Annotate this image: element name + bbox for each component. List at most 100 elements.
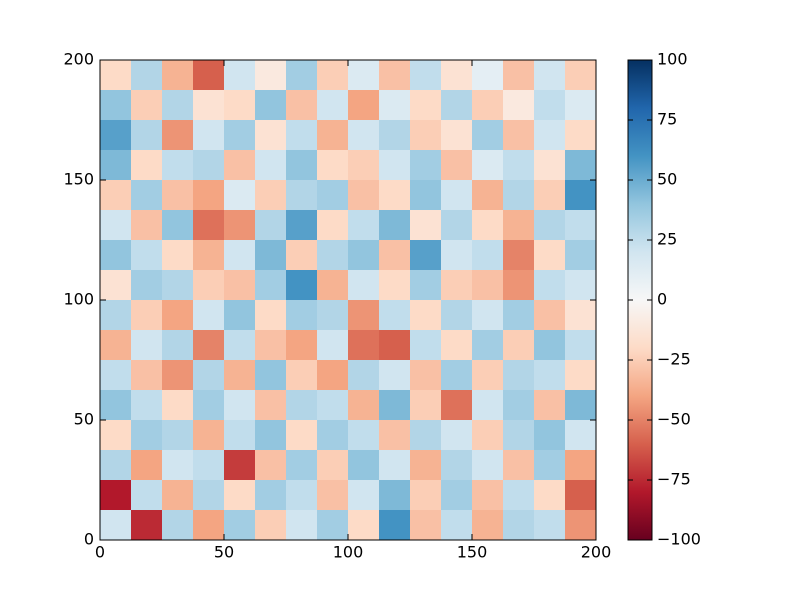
- heatmap-cell: [286, 300, 318, 331]
- heatmap-cell: [162, 450, 194, 481]
- heatmap-cell: [410, 480, 442, 511]
- heatmap-cell: [472, 270, 504, 301]
- heatmap-cell: [503, 330, 535, 361]
- heatmap-cell: [472, 450, 504, 481]
- heatmap-cell: [193, 150, 225, 181]
- heatmap-cell: [565, 510, 597, 541]
- heatmap-cell: [193, 60, 225, 91]
- heatmap-cell: [472, 60, 504, 91]
- heatmap-cell: [348, 240, 380, 271]
- heatmap-cell: [224, 510, 256, 541]
- colorbar-tick-label: 0: [657, 290, 667, 309]
- heatmap-cell: [162, 60, 194, 91]
- heatmap-cell: [255, 180, 287, 211]
- heatmap-cell: [379, 450, 411, 481]
- heatmap-cell: [193, 300, 225, 331]
- heatmap-cell: [379, 90, 411, 121]
- heatmap-cell: [317, 300, 349, 331]
- heatmap-cell: [286, 360, 318, 391]
- heatmap-cell: [131, 390, 163, 421]
- heatmap-cell: [131, 420, 163, 451]
- heatmap-cell: [441, 420, 473, 451]
- heatmap-cell: [503, 180, 535, 211]
- colorbar-tick-label: −25: [657, 350, 691, 369]
- heatmap-cell: [286, 90, 318, 121]
- heatmap-cell: [379, 180, 411, 211]
- heatmap-cell: [565, 420, 597, 451]
- heatmap-cell: [472, 510, 504, 541]
- heatmap-cell: [379, 330, 411, 361]
- heatmap-cell: [131, 300, 163, 331]
- y-tick-label: 100: [63, 290, 94, 309]
- heatmap-cell: [255, 240, 287, 271]
- heatmap-cell: [224, 240, 256, 271]
- x-tick-label: 100: [333, 543, 364, 562]
- heatmap-cell: [534, 60, 566, 91]
- heatmap-cell: [100, 390, 132, 421]
- heatmap-cell: [534, 390, 566, 421]
- heatmap-cell: [286, 330, 318, 361]
- heatmap-cell: [503, 480, 535, 511]
- heatmap-cell: [131, 90, 163, 121]
- heatmap-cell: [410, 240, 442, 271]
- heatmap-cell: [534, 420, 566, 451]
- heatmap-cell: [100, 510, 132, 541]
- heatmap-cell: [162, 210, 194, 241]
- heatmap-cell: [317, 240, 349, 271]
- heatmap-cell: [317, 180, 349, 211]
- heatmap-cell: [379, 390, 411, 421]
- heatmap-cell: [317, 120, 349, 151]
- heatmap-cell: [565, 90, 597, 121]
- heatmap-cell: [348, 450, 380, 481]
- heatmap-cell: [441, 210, 473, 241]
- heatmap-cell: [255, 90, 287, 121]
- heatmap-cell: [565, 480, 597, 511]
- heatmap-cell: [224, 90, 256, 121]
- heatmap-cell: [565, 210, 597, 241]
- heatmap-cell: [255, 270, 287, 301]
- heatmap-cell: [441, 180, 473, 211]
- heatmap-cell: [131, 60, 163, 91]
- heatmap-cell: [255, 210, 287, 241]
- heatmap-cell: [565, 390, 597, 421]
- heatmap-cell: [131, 510, 163, 541]
- heatmap-cell: [503, 60, 535, 91]
- heatmap-cell: [472, 420, 504, 451]
- heatmap-cell: [503, 510, 535, 541]
- heatmap-cell: [503, 90, 535, 121]
- heatmap-cell: [410, 150, 442, 181]
- heatmap-cell: [410, 330, 442, 361]
- heatmap-cell: [565, 60, 597, 91]
- heatmap-cell: [193, 510, 225, 541]
- heatmap-cell: [224, 270, 256, 301]
- heatmap-cell: [565, 240, 597, 271]
- heatmap-cell: [410, 180, 442, 211]
- heatmap-cell: [255, 390, 287, 421]
- heatmap-cell: [286, 150, 318, 181]
- heatmap-cell: [162, 330, 194, 361]
- heatmap-cell: [565, 300, 597, 331]
- colorbar-tick-label: 50: [657, 170, 677, 189]
- heatmap-cell: [224, 120, 256, 151]
- heatmap-cell: [286, 420, 318, 451]
- heatmap-cell: [255, 330, 287, 361]
- heatmap-cell: [441, 510, 473, 541]
- heatmap-cell: [224, 150, 256, 181]
- heatmap-cell: [503, 240, 535, 271]
- heatmap-cell: [534, 450, 566, 481]
- heatmap-cell: [410, 90, 442, 121]
- heatmap-cell: [162, 420, 194, 451]
- heatmap-cell: [503, 120, 535, 151]
- heatmap-cell: [224, 420, 256, 451]
- heatmap-cell: [317, 90, 349, 121]
- heatmap-cell: [410, 120, 442, 151]
- heatmap: [100, 60, 597, 541]
- heatmap-cell: [503, 390, 535, 421]
- heatmap-cell: [503, 210, 535, 241]
- heatmap-cell: [100, 480, 132, 511]
- heatmap-cell: [317, 270, 349, 301]
- heatmap-cell: [441, 150, 473, 181]
- heatmap-cell: [193, 420, 225, 451]
- heatmap-cell: [162, 510, 194, 541]
- heatmap-cell: [503, 150, 535, 181]
